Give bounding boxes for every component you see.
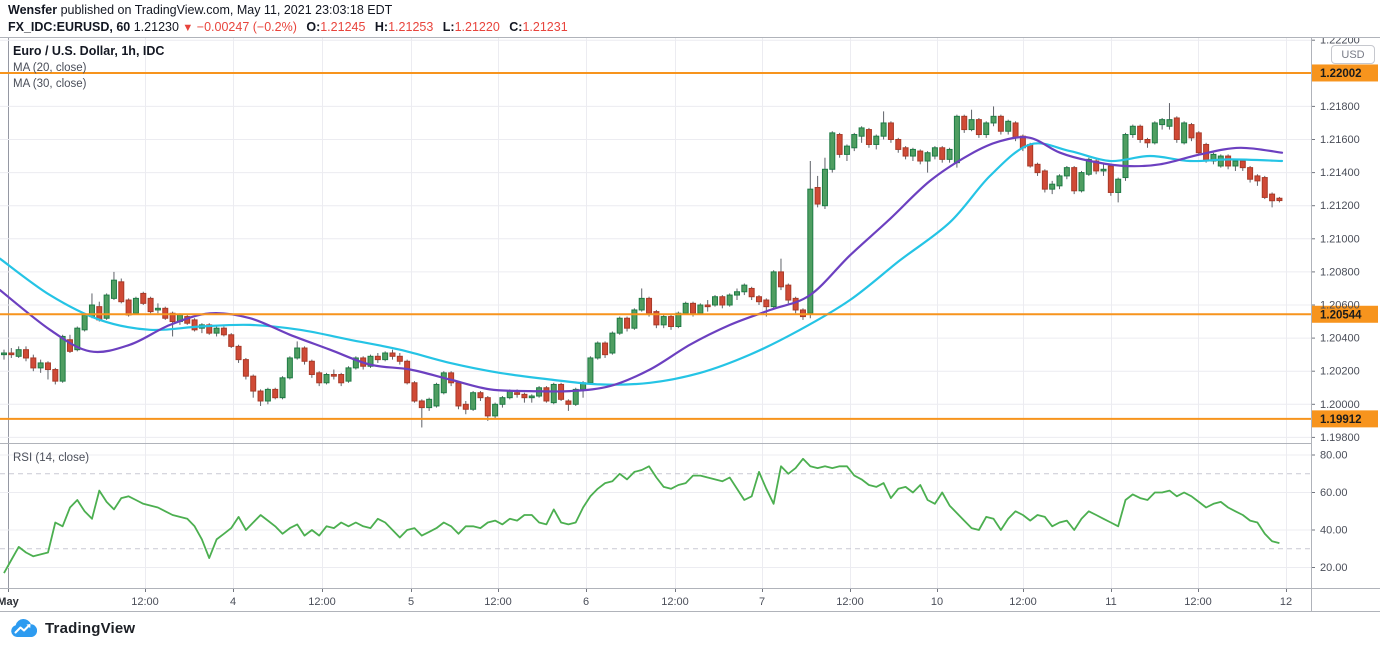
svg-text:1.21200: 1.21200 [1320, 200, 1360, 212]
author-name: Wensfer [8, 3, 58, 17]
footer-bar: TradingView [0, 612, 1380, 645]
svg-text:1.20400: 1.20400 [1320, 333, 1360, 345]
pane-legend: Euro / U.S. Dollar, 1h, IDC MA (20, clos… [13, 44, 164, 90]
svg-text:1.20544: 1.20544 [1320, 309, 1362, 321]
svg-text:4: 4 [230, 596, 236, 608]
low-label: L: [442, 20, 455, 34]
legend-symbol-title[interactable]: Euro / U.S. Dollar, 1h, IDC [13, 44, 165, 58]
svg-text:7: 7 [759, 596, 765, 608]
svg-text:20.00: 20.00 [1320, 562, 1348, 574]
svg-text:40.00: 40.00 [1320, 525, 1348, 537]
legend-ma30[interactable]: MA (30, close) [13, 78, 87, 90]
open-label: O: [306, 20, 321, 34]
svg-text:12:00: 12:00 [484, 596, 512, 608]
svg-text:10: 10 [931, 596, 943, 608]
svg-text:12:00: 12:00 [1184, 596, 1212, 608]
svg-text:12:00: 12:00 [661, 596, 689, 608]
high-value: 1.21253 [388, 20, 434, 34]
svg-text:11: 11 [1105, 596, 1116, 608]
svg-text:1.21800: 1.21800 [1320, 101, 1360, 113]
svg-text:12:00: 12:00 [131, 596, 159, 608]
symbol-name: FX_IDC:EURUSD, 60 [8, 20, 131, 34]
symbol-status-row: FX_IDC:EURUSD, 60 1.21230 ▼ −0.00247 (−0… [8, 20, 568, 34]
brand-wordmark[interactable]: TradingView [45, 620, 136, 637]
svg-text:5: 5 [408, 596, 414, 608]
high-label: H: [374, 20, 389, 34]
last-price: 1.21230 [133, 20, 179, 34]
published-text: published on TradingView.com, May 11, 20… [57, 3, 393, 17]
svg-text:12:00: 12:00 [1009, 596, 1037, 608]
open-value: 1.21245 [320, 20, 366, 34]
svg-text:1.20600: 1.20600 [1320, 300, 1360, 312]
price-change: −0.00247 (−0.2%) [196, 20, 297, 34]
low-value: 1.21220 [454, 20, 500, 34]
down-arrow-icon: ▼ [182, 22, 194, 34]
svg-text:1.20200: 1.20200 [1320, 366, 1360, 378]
close-value: 1.21231 [522, 20, 568, 34]
rsi-pane-legend[interactable]: RSI (14, close) [13, 452, 90, 464]
svg-text:1.19800: 1.19800 [1320, 432, 1360, 444]
svg-text:1.21400: 1.21400 [1320, 167, 1360, 179]
svg-text:12:00: 12:00 [836, 596, 864, 608]
svg-text:1.20000: 1.20000 [1320, 399, 1360, 411]
svg-text:1.22002: 1.22002 [1320, 68, 1362, 80]
currency-unit-button[interactable]: USD [1331, 45, 1375, 64]
svg-text:1.22200: 1.22200 [1320, 37, 1360, 47]
svg-text:60.00: 60.00 [1320, 487, 1348, 499]
legend-ma20[interactable]: MA (20, close) [13, 62, 87, 74]
tradingview-logo-icon[interactable] [10, 618, 37, 639]
svg-text:1.20800: 1.20800 [1320, 266, 1360, 278]
svg-text:12: 12 [1280, 596, 1292, 608]
svg-text:1.21000: 1.21000 [1320, 233, 1360, 245]
svg-text:6: 6 [583, 596, 589, 608]
svg-text:May: May [0, 596, 20, 608]
svg-text:1.21600: 1.21600 [1320, 134, 1360, 146]
svg-text:1.19912: 1.19912 [1320, 414, 1362, 426]
svg-text:80.00: 80.00 [1320, 450, 1348, 462]
chart-canvas[interactable]: 1.22002 1.20544 1.19912 1.22200 1.21800 1.216… [0, 37, 1380, 612]
close-label: C: [509, 20, 523, 34]
publish-attribution: Wensfer published on TradingView.com, Ma… [8, 3, 392, 17]
svg-text:12:00: 12:00 [308, 596, 336, 608]
